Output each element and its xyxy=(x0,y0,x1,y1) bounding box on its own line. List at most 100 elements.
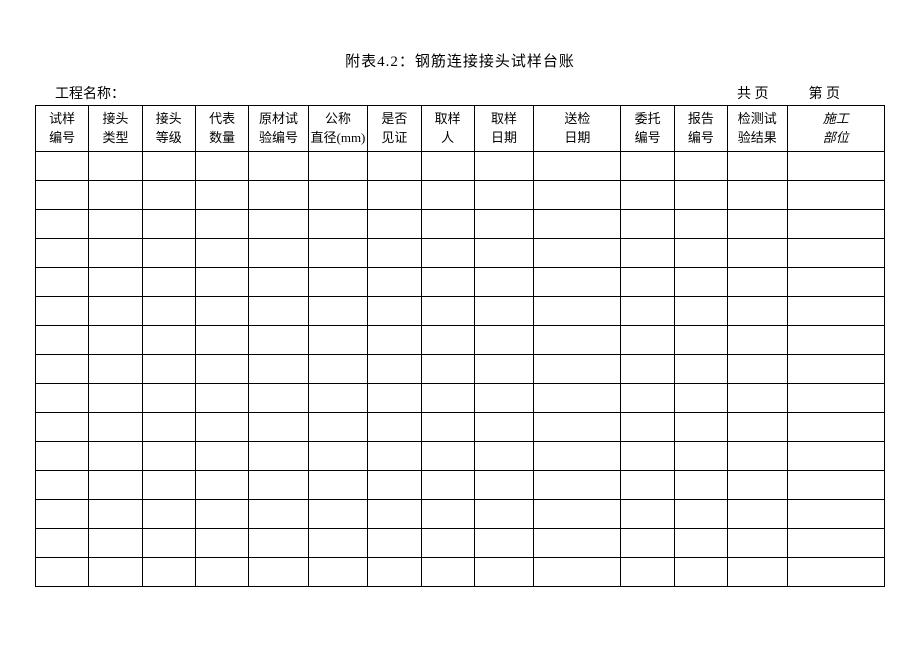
table-cell xyxy=(142,239,195,268)
table-cell xyxy=(36,558,89,587)
page-total: 共 页 xyxy=(737,83,769,103)
table-cell xyxy=(142,210,195,239)
table-cell xyxy=(534,210,621,239)
table-row xyxy=(36,268,885,297)
table-row xyxy=(36,442,885,471)
table-cell xyxy=(674,558,727,587)
table-body xyxy=(36,152,885,587)
table-cell xyxy=(142,152,195,181)
table-cell xyxy=(534,355,621,384)
table-cell xyxy=(368,268,421,297)
table-cell xyxy=(787,152,884,181)
table-cell xyxy=(195,181,248,210)
table-cell xyxy=(474,239,533,268)
table-cell xyxy=(368,471,421,500)
table-cell xyxy=(621,268,674,297)
table-cell xyxy=(787,326,884,355)
table-cell xyxy=(308,181,367,210)
table-cell xyxy=(534,471,621,500)
table-cell xyxy=(474,384,533,413)
table-cell xyxy=(249,355,308,384)
table-cell xyxy=(421,152,474,181)
table-cell xyxy=(621,239,674,268)
table-cell xyxy=(308,442,367,471)
table-cell xyxy=(787,413,884,442)
table-cell xyxy=(308,326,367,355)
table-cell xyxy=(308,471,367,500)
table-cell xyxy=(249,239,308,268)
table-cell xyxy=(195,239,248,268)
table-cell xyxy=(728,384,787,413)
table-cell xyxy=(368,326,421,355)
table-cell xyxy=(308,239,367,268)
table-cell xyxy=(142,442,195,471)
table-cell xyxy=(474,500,533,529)
table-cell xyxy=(308,297,367,326)
table-cell xyxy=(308,355,367,384)
table-cell xyxy=(674,268,727,297)
table-cell xyxy=(728,297,787,326)
table-cell xyxy=(534,152,621,181)
table-cell xyxy=(142,326,195,355)
table-cell xyxy=(474,413,533,442)
table-cell xyxy=(89,500,142,529)
table-cell xyxy=(195,384,248,413)
table-cell xyxy=(474,210,533,239)
column-header: 报告编号 xyxy=(674,106,727,152)
table-cell xyxy=(621,355,674,384)
table-cell xyxy=(728,326,787,355)
column-header: 公称直径(mm) xyxy=(308,106,367,152)
table-cell xyxy=(89,529,142,558)
table-cell xyxy=(787,268,884,297)
table-cell xyxy=(195,297,248,326)
table-cell xyxy=(474,297,533,326)
table-cell xyxy=(674,181,727,210)
table-cell xyxy=(89,297,142,326)
table-cell xyxy=(368,210,421,239)
table-cell xyxy=(621,210,674,239)
table-cell xyxy=(534,239,621,268)
table-cell xyxy=(621,297,674,326)
table-cell xyxy=(142,268,195,297)
table-cell xyxy=(36,442,89,471)
table-cell xyxy=(787,210,884,239)
table-cell xyxy=(368,181,421,210)
table-cell xyxy=(89,471,142,500)
table-row xyxy=(36,500,885,529)
table-cell xyxy=(674,413,727,442)
table-cell xyxy=(534,384,621,413)
table-cell xyxy=(674,355,727,384)
header-row: 工程名称： 共 页 第 页 xyxy=(35,83,885,103)
table-cell xyxy=(421,181,474,210)
table-cell xyxy=(89,152,142,181)
table-cell xyxy=(728,355,787,384)
table-cell xyxy=(621,152,674,181)
page-current: 第 页 xyxy=(809,83,841,103)
table-cell xyxy=(142,529,195,558)
table-row xyxy=(36,181,885,210)
table-row xyxy=(36,239,885,268)
page-title: 附表4.2：钢筋连接接头试样台账 xyxy=(35,50,885,71)
project-name-label: 工程名称： xyxy=(55,83,737,103)
table-cell xyxy=(474,558,533,587)
column-header: 接头类型 xyxy=(89,106,142,152)
table-cell xyxy=(421,442,474,471)
table-cell xyxy=(308,558,367,587)
table-cell xyxy=(534,413,621,442)
table-cell xyxy=(728,239,787,268)
table-cell xyxy=(368,239,421,268)
table-cell xyxy=(728,268,787,297)
table-cell xyxy=(89,558,142,587)
table-cell xyxy=(36,326,89,355)
table-row xyxy=(36,529,885,558)
table-cell xyxy=(674,152,727,181)
column-header: 取样人 xyxy=(421,106,474,152)
table-cell xyxy=(621,326,674,355)
table-cell xyxy=(674,471,727,500)
table-cell xyxy=(195,355,248,384)
table-cell xyxy=(308,413,367,442)
ledger-table: 试样编号接头类型接头等级代表数量原材试验编号公称直径(mm)是否见证取样人取样日… xyxy=(35,105,885,587)
table-cell xyxy=(195,413,248,442)
table-cell xyxy=(421,413,474,442)
table-cell xyxy=(368,152,421,181)
